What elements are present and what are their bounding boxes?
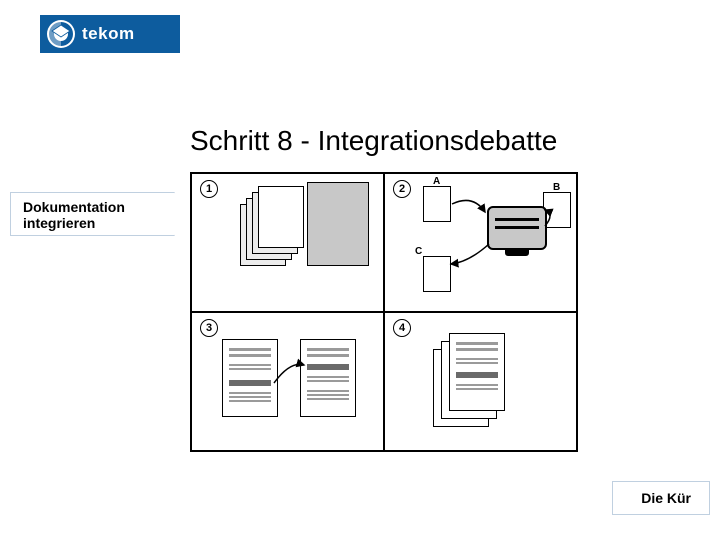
quadrant-4: 4 <box>384 312 577 451</box>
logo-text: tekom <box>82 24 135 44</box>
quadrant-1: 1 <box>191 173 384 312</box>
quadrant-1-number: 1 <box>200 180 218 198</box>
quadrant-2: 2 A B C <box>384 173 577 312</box>
quadrant-4-number: 4 <box>393 319 411 337</box>
sidebar-label-top: Dokumentation integrieren <box>10 192 175 236</box>
q3-doc-right <box>300 339 356 417</box>
q2-box-b <box>543 192 571 228</box>
bottom-label: Die Kür <box>612 481 710 515</box>
q2-label-c: C <box>415 246 422 257</box>
q2-box-a <box>423 186 451 222</box>
sidebar-label-top-text: Dokumentation integrieren <box>23 199 125 231</box>
logo: tekom <box>40 15 180 53</box>
diagram-grid: 1 2 A B C <box>190 172 578 452</box>
q2-box-c <box>423 256 451 292</box>
quadrant-3-number: 3 <box>200 319 218 337</box>
quadrant-3: 3 <box>191 312 384 451</box>
quadrant-2-number: 2 <box>393 180 411 198</box>
logo-icon <box>46 19 76 49</box>
q3-doc-left <box>222 339 278 417</box>
q2-screen <box>487 206 547 250</box>
q2-label-a: A <box>433 176 440 187</box>
bottom-label-text: Die Kür <box>641 490 691 506</box>
q2-label-b: B <box>553 182 560 193</box>
q1-large-page <box>307 182 369 266</box>
page-title: Schritt 8 - Integrationsdebatte <box>190 125 557 157</box>
